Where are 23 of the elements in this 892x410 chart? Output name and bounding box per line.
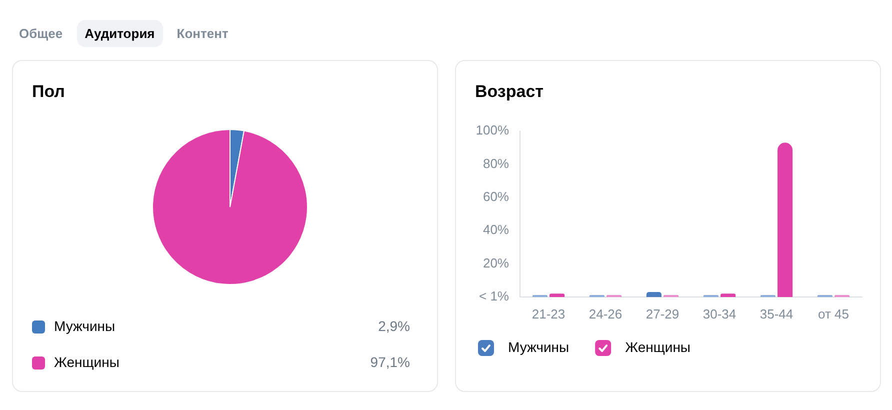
x-tick-label: от 45 (818, 306, 849, 322)
x-tick-label: 27-29 (646, 306, 680, 322)
y-tick-label: 100% (476, 122, 510, 138)
chart-title: Пол (32, 82, 65, 102)
x-tick-label: 35-44 (760, 306, 794, 322)
y-tick-label: 40% (482, 222, 510, 238)
legend-label: Мужчины (508, 338, 570, 355)
y-tick-label: 80% (482, 156, 510, 171)
x-tick-label: 30-34 (702, 306, 736, 322)
legend-label: Мужчины (54, 318, 116, 334)
y-tick-label: 20% (482, 255, 510, 270)
tab[interactable]: Аудитория (76, 20, 163, 47)
x-tick-label: 21-23 (532, 306, 566, 322)
data-label: 2,9% (378, 318, 410, 334)
data-label: 97,1% (370, 354, 410, 370)
legend-label: Женщины (54, 354, 120, 370)
y-tick-label: 60% (482, 188, 510, 204)
x-tick-label: 24-26 (588, 306, 622, 322)
tab[interactable]: Контент (168, 20, 236, 47)
chart-title: Возраст (475, 82, 544, 102)
y-tick-label: < 1% (479, 288, 510, 304)
legend-label: Женщины (625, 338, 690, 355)
tab[interactable]: Общее (11, 20, 71, 47)
